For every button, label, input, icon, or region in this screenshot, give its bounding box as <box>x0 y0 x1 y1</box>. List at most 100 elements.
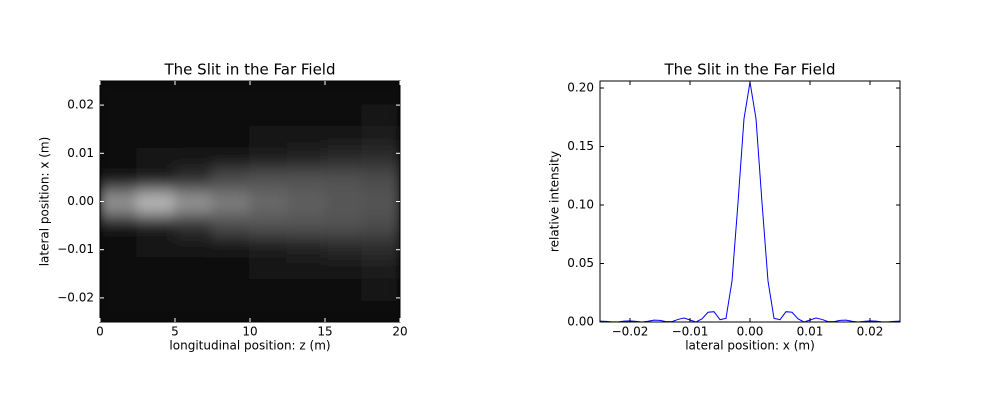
heatmap-cell <box>361 189 400 214</box>
heatmap-cell <box>249 233 289 258</box>
x-tick-label: 15 <box>317 325 332 339</box>
y-tick-label: 0.01 <box>67 146 94 160</box>
heatmap <box>100 81 400 322</box>
x-tick-label: −0.01 <box>672 325 709 339</box>
heatmap-cell <box>174 123 214 148</box>
y-tick-label: −0.01 <box>57 242 94 256</box>
heatmap-cell <box>324 145 364 170</box>
heatmap-cell <box>100 277 139 302</box>
y-tick-label: 0.05 <box>567 256 594 270</box>
heatmap-cell <box>136 211 176 236</box>
heatmap-cell <box>211 211 251 236</box>
heatmap-cell <box>100 101 139 126</box>
heatmap-cell <box>174 211 214 236</box>
heatmap-cell <box>286 145 326 170</box>
y-tick-label: 0.20 <box>567 81 594 95</box>
x-tick-label: 5 <box>171 325 179 339</box>
heatmap-cell <box>286 167 326 192</box>
heatmap-cell <box>286 211 326 236</box>
heatmap-cell <box>174 277 214 302</box>
y-tick-label: 0.10 <box>567 198 594 212</box>
chart-title: The Slit in the Far Field <box>664 61 836 79</box>
chart-title: The Slit in the Far Field <box>164 61 336 79</box>
heatmap-cell <box>361 277 400 302</box>
heatmap-cell <box>361 255 400 280</box>
heatmap-cell <box>286 298 326 322</box>
heatmap-cell <box>211 255 251 280</box>
heatmap-cell <box>136 189 176 214</box>
y-tick-label: −0.02 <box>57 290 94 304</box>
heatmap-cell <box>361 298 400 322</box>
heatmap-cell <box>249 255 289 280</box>
heatmap-cell <box>249 189 289 214</box>
x-tick-label: 0.02 <box>857 325 884 339</box>
heatmap-cell <box>100 145 139 170</box>
heatmap-cell <box>324 81 364 105</box>
heatmap-cells <box>100 81 400 322</box>
plot-background <box>600 81 900 322</box>
heatmap-cell <box>324 101 364 126</box>
x-axis-label: lateral position: x (m) <box>685 339 815 353</box>
heatmap-cell <box>211 298 251 322</box>
heatmap-cell <box>361 101 400 126</box>
heatmap-cell <box>136 298 176 322</box>
heatmap-cell <box>211 189 251 214</box>
heatmap-cell <box>324 189 364 214</box>
x-tick-label: 20 <box>392 325 407 339</box>
heatmap-cell <box>174 81 214 105</box>
heatmap-cell <box>211 101 251 126</box>
heatmap-cell <box>174 145 214 170</box>
heatmap-cell <box>100 167 139 192</box>
y-axis-label: lateral position: x (m) <box>38 137 52 267</box>
x-axis-label: longitudinal position: z (m) <box>169 339 330 353</box>
heatmap-cell <box>100 298 139 322</box>
heatmap-cell <box>361 233 400 258</box>
heatmap-cell <box>100 211 139 236</box>
heatmap-cell <box>136 81 176 105</box>
heatmap-cell <box>211 81 251 105</box>
heatmap-cell <box>249 211 289 236</box>
heatmap-cell <box>286 233 326 258</box>
heatmap-cell <box>174 189 214 214</box>
heatmap-cell <box>249 277 289 302</box>
heatmap-cell <box>286 255 326 280</box>
heatmap-cell <box>136 145 176 170</box>
heatmap-cell <box>174 255 214 280</box>
heatmap-cell <box>100 123 139 148</box>
heatmap-cell <box>100 255 139 280</box>
heatmap-cell <box>324 211 364 236</box>
heatmap-cell <box>136 233 176 258</box>
heatmap-cell <box>324 123 364 148</box>
heatmap-cell <box>324 277 364 302</box>
y-axis-label: relative intensity <box>548 151 562 252</box>
heatmap-cell <box>211 167 251 192</box>
x-tick-label: −0.02 <box>612 325 649 339</box>
heatmap-cell <box>249 81 289 105</box>
heatmap-cell <box>174 167 214 192</box>
heatmap-cell <box>286 101 326 126</box>
heatmap-cell <box>100 189 139 214</box>
heatmap-cell <box>211 123 251 148</box>
heatmap-cell <box>324 233 364 258</box>
x-tick-label: 0 <box>96 325 104 339</box>
heatmap-cell <box>361 211 400 236</box>
heatmap-cell <box>286 81 326 105</box>
x-tick-label: 10 <box>242 325 257 339</box>
heatmap-cell <box>361 123 400 148</box>
heatmap-cell <box>174 101 214 126</box>
heatmap-cell <box>286 189 326 214</box>
heatmap-cell <box>361 81 400 105</box>
heatmap-cell <box>286 123 326 148</box>
heatmap-cell <box>136 101 176 126</box>
heatmap-cell <box>136 167 176 192</box>
heatmap-cell <box>249 145 289 170</box>
heatmap-cell <box>361 167 400 192</box>
heatmap-cell <box>324 298 364 322</box>
heatmap-cell <box>286 277 326 302</box>
y-tick-label: 0.02 <box>67 98 94 112</box>
y-tick-label: 0.15 <box>567 139 594 153</box>
heatmap-cell <box>324 255 364 280</box>
heatmap-cell <box>249 101 289 126</box>
y-tick-label: 0.00 <box>67 194 94 208</box>
